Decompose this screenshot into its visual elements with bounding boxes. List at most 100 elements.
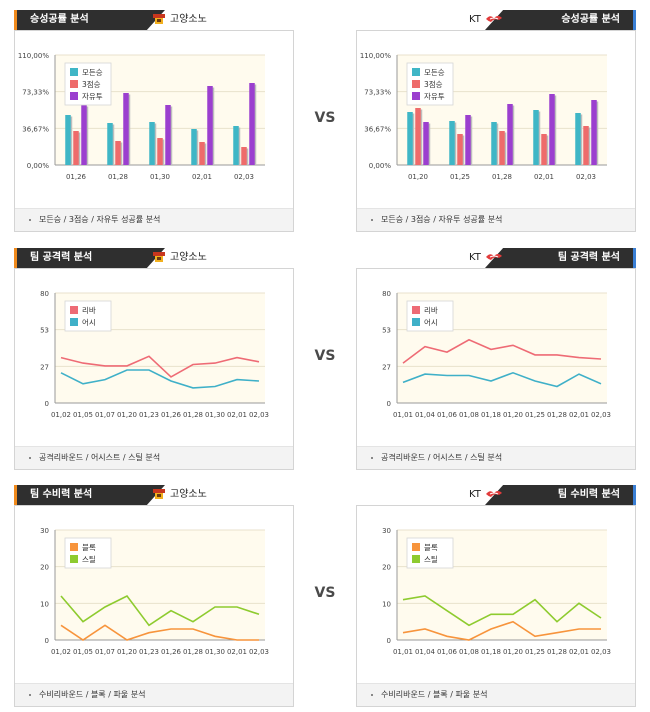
x-tick-label: 02,03 [591,411,611,419]
y-tick-label: 27 [40,363,49,371]
legend-swatch [412,543,420,551]
x-tick-label: 01,28 [108,173,128,181]
team-name: 고양소노 [152,251,207,265]
footer-text: 수비리바운드 / 블록 / 파울 분석 [39,690,146,699]
x-tick-label: 01,08 [459,648,479,656]
vs-label: VS [314,110,336,126]
x-tick-label: 01,25 [525,648,545,656]
chart-box: 110,00% 73,33% 36,67% 0,00% 01,20 01,25 01,28 0… [356,30,636,232]
bar-자유투 [549,94,555,165]
x-tick-label: 02,01 [569,411,589,419]
x-tick-label: 02,03 [249,411,269,419]
chart-footer: 수비리바운드 / 블록 / 파울 분석 [357,683,635,706]
legend-label: 블록 [82,543,96,552]
legend-label: 3점승 [424,79,443,89]
header-bar [14,485,165,505]
bar-모든승 [575,113,581,165]
team-name: KT [469,251,503,265]
panel-title: 팀 공격력 분석 [557,252,620,263]
line-블록 [402,620,601,641]
team-label: KT [469,252,481,263]
legend-swatch [412,92,420,100]
x-tick-label: 01,18 [481,411,501,419]
header-bar [485,485,636,505]
bar-3점승 [73,131,79,165]
header-bar [14,248,165,268]
team-name: KT [469,13,503,27]
y-tick-label: 30 [40,527,49,535]
legend-label: 블록 [424,543,438,552]
x-tick-label: 01,30 [150,173,170,181]
bar-모든승 [233,126,239,165]
sono-logo-icon [152,489,166,500]
footer-text: 모든승 / 3점승 / 자유투 성공률 분석 [39,215,161,224]
x-tick-label: 01,28 [547,648,567,656]
bar-자유투 [591,100,597,165]
x-tick-label: 01,25 [525,411,545,419]
team-label: 고양소노 [170,489,207,500]
bar-자유투 [165,105,171,165]
bullet-icon [371,218,373,221]
x-tick-label: 01,26 [161,411,182,419]
y-tick-label: 73,33% [364,89,391,97]
line-리바 [60,355,260,378]
y-tick-label: 10 [40,600,49,608]
team-name: 고양소노 [152,488,207,502]
x-tick-label: 01,25 [450,173,470,181]
panel-title: 승성공률 분석 [561,14,620,25]
bar-자유투 [507,104,513,165]
team-label: 고양소노 [170,252,207,263]
x-tick-label: 01,20 [117,648,137,656]
y-tick-label: 110,00% [360,52,391,60]
footer-text: 수비리바운드 / 블록 / 파울 분석 [381,690,488,699]
team-name: KT [469,488,503,502]
bar-3점승 [199,142,205,165]
panel-header: 팀 공격력 분석 고양소노 [14,248,294,268]
y-tick-label: 0 [45,637,49,645]
x-tick-label: 01,01 [393,648,413,656]
panel-header: 승성공률 분석 KT [356,10,636,30]
legend-swatch [70,543,78,551]
x-tick-label: 01,26 [66,173,87,181]
y-tick-label: 0 [387,637,391,645]
bullet-icon [29,693,31,696]
x-tick-label: 01,20 [503,411,523,419]
x-tick-label: 02,01 [192,173,212,181]
y-tick-label: 0 [387,400,391,408]
panel-right: 승성공률 분석 KT 110,00% 73,33% 36,67% 0,00% 01,20 01… [356,10,636,232]
chart-box: 110,00% 73,33% 36,67% 0,00% 01,26 01,28 01,30 0… [14,30,294,232]
bar-3점승 [583,126,589,165]
vs-label: VS [314,585,336,601]
y-tick-label: 27 [382,363,391,371]
bullet-icon [29,218,31,221]
legend-swatch [412,318,420,326]
legend-swatch [412,80,420,88]
bar-모든승 [533,110,539,165]
panel-left: 승성공률 분석 고양소노 110,00% 73,33% 36,67% 0,00% 01,26… [14,10,294,232]
legend-label: 어시 [82,317,96,327]
legend-label: 스틸 [82,555,96,564]
bar-자유투 [465,115,471,165]
x-tick-label: 01,23 [139,411,159,419]
y-tick-label: 0,00% [27,162,50,170]
line-어시 [402,371,602,388]
legend-swatch [70,318,78,326]
kt-logo-icon [485,14,503,25]
y-tick-label: 0 [45,400,49,408]
panel-left: 팀 공격력 분석 고양소노 80 53 27 0 01,02 01,05 01,07 01,20 0… [14,248,294,470]
panel-title: 팀 수비력 분석 [30,489,93,500]
x-tick-label: 01,20 [408,173,428,181]
bullet-icon [371,693,373,696]
x-tick-label: 02,01 [227,648,247,656]
y-tick-label: 30 [382,527,391,535]
panel-title: 승성공률 분석 [30,14,89,25]
team-label: 고양소노 [170,14,207,25]
legend-label: 모든승 [424,68,445,77]
panel-right: 팀 수비력 분석 KT 30 20 10 0 01,01 01,04 01,06 01,08 01,… [356,485,636,707]
bar-3점승 [115,141,121,165]
bar-3점승 [499,131,505,165]
header-bar [485,248,636,268]
